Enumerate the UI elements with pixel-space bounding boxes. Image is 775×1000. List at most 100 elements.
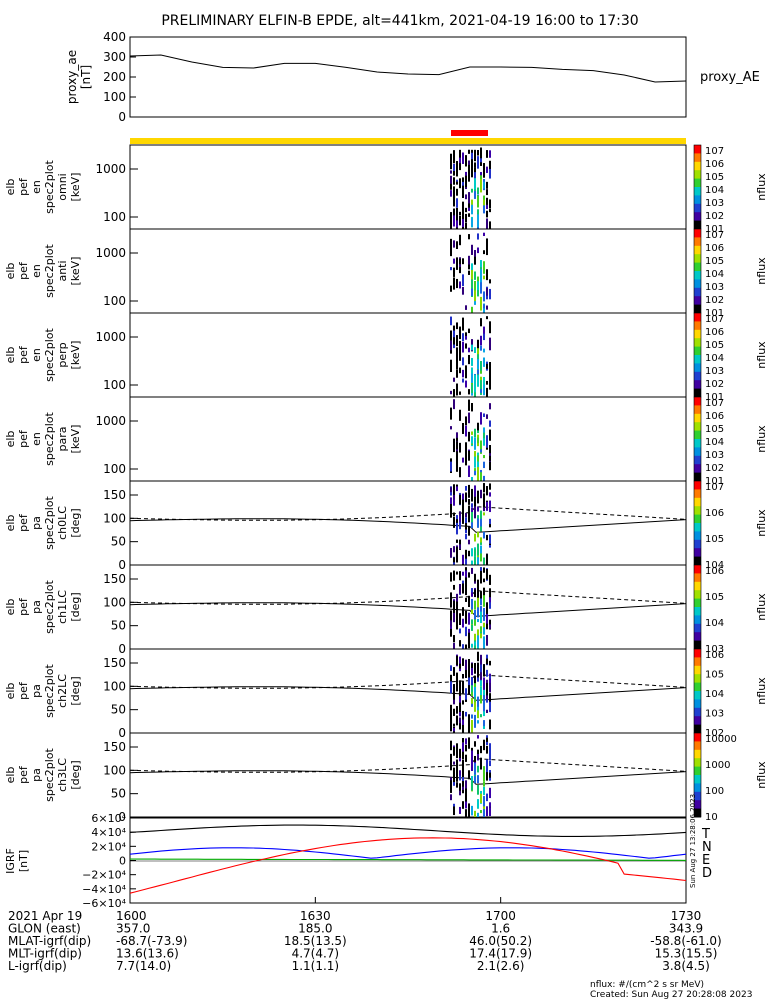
spectrogram-cell bbox=[453, 177, 455, 185]
colorbar-tick-label: 104 bbox=[705, 437, 724, 448]
spectrogram-cell bbox=[474, 675, 476, 684]
colorbar-segment bbox=[694, 691, 701, 700]
spectrogram-cell bbox=[468, 721, 470, 733]
spectrogram-cell bbox=[468, 595, 470, 608]
spectrogram-cell bbox=[468, 745, 470, 749]
spectrogram-panel-omni: elb pef en spec2plot omni [keV]10010001011021… bbox=[4, 144, 768, 235]
spectrogram-cell bbox=[483, 438, 485, 446]
spectrogram-cell bbox=[480, 810, 482, 814]
proxy-ae-frame bbox=[129, 36, 687, 118]
spectrogram-cell bbox=[477, 187, 479, 193]
spectrogram-cell bbox=[450, 674, 452, 682]
spectrogram-ytick-label: 50 bbox=[111, 619, 126, 633]
spectrogram-cell bbox=[474, 456, 476, 468]
colorbar-segment bbox=[694, 665, 701, 675]
colorbar-segment bbox=[694, 296, 701, 306]
spectrogram-cell bbox=[471, 643, 473, 648]
spectrogram-cell bbox=[468, 200, 470, 208]
colorbar-segment bbox=[694, 808, 701, 818]
spectrogram-cell bbox=[483, 707, 485, 715]
colorbar-segment bbox=[694, 313, 701, 322]
spectrogram-cell bbox=[453, 696, 455, 705]
spectrogram-cell bbox=[468, 660, 470, 672]
spectrogram-cell bbox=[450, 170, 452, 174]
spectrogram-cell bbox=[474, 149, 476, 162]
spectrogram-cell bbox=[480, 606, 482, 612]
spectrogram-cell bbox=[489, 199, 491, 209]
spectrogram-cell bbox=[486, 181, 488, 189]
spectrogram-cell bbox=[462, 218, 464, 228]
spectrogram-cell bbox=[483, 607, 485, 621]
colorbar-segment bbox=[694, 245, 701, 255]
spectrogram-cell bbox=[477, 765, 479, 773]
spectrogram-cell bbox=[471, 204, 473, 215]
spectrogram-cell bbox=[480, 175, 482, 181]
colorbar-segment bbox=[694, 388, 701, 398]
spectrogram-cell bbox=[453, 746, 455, 756]
spectrogram-cell bbox=[483, 578, 485, 583]
spectrogram-cell bbox=[471, 436, 473, 444]
spectrogram-cell bbox=[477, 209, 479, 220]
spectrogram-cell bbox=[456, 678, 458, 684]
spectrogram-cell bbox=[465, 798, 467, 809]
spectrogram-cell bbox=[450, 599, 452, 608]
spectrogram-ytick-label: 0 bbox=[118, 558, 126, 572]
spectrogram-cell bbox=[468, 431, 470, 442]
spectrogram-cell bbox=[474, 741, 476, 747]
spectrogram-cell bbox=[462, 769, 464, 778]
spectrogram-cell bbox=[489, 602, 491, 609]
colorbar-segment bbox=[694, 464, 701, 474]
spectrogram-ytick-label: 150 bbox=[103, 488, 126, 502]
spectrogram-panel-ch0lc: elb pef pa spec2plot ch0LC [deg]0501001501041… bbox=[4, 480, 768, 572]
spectrogram-cell bbox=[483, 720, 485, 727]
spectrogram-burst bbox=[450, 735, 491, 817]
spectrogram-cell bbox=[450, 704, 452, 712]
spectrogram-cell bbox=[456, 672, 458, 684]
spectrogram-cell bbox=[462, 317, 464, 331]
igrf-ylabel-line: [nT] bbox=[17, 850, 30, 872]
spectrogram-cell bbox=[489, 483, 491, 490]
spectrogram-cell bbox=[474, 374, 476, 388]
spectrogram-cell bbox=[456, 188, 458, 196]
spectrogram-cell bbox=[489, 221, 491, 229]
spectrogram-cell bbox=[450, 212, 452, 220]
spectrogram-cell bbox=[480, 524, 482, 532]
spectrogram-cell bbox=[456, 525, 458, 535]
plot-title: PRELIMINARY ELFIN-B EPDE, alt=441km, 202… bbox=[161, 13, 638, 29]
loss-cone-line bbox=[129, 518, 687, 533]
spectrogram-cell bbox=[456, 437, 458, 442]
spectrogram-frame bbox=[129, 312, 687, 398]
spectrogram-panel-anti: elb pef en spec2plot anti [keV]10010001011021… bbox=[4, 228, 768, 319]
spectrogram-cell bbox=[462, 554, 464, 564]
spectrogram-cell bbox=[480, 598, 482, 606]
spectrogram-cell bbox=[471, 548, 473, 557]
spectrogram-cell bbox=[453, 761, 455, 765]
spectrogram-cell bbox=[474, 573, 476, 582]
spectrogram-cell bbox=[471, 588, 473, 593]
spectrogram-cell bbox=[450, 497, 452, 504]
x-row-value: 1730 bbox=[671, 909, 702, 923]
colorbar-tick-label: 104 bbox=[705, 560, 724, 571]
spectrogram-ytick-label: 100 bbox=[103, 294, 126, 308]
spectrogram-cell bbox=[465, 158, 467, 167]
spectrogram-cell bbox=[471, 188, 473, 193]
spectrogram-cell bbox=[489, 322, 491, 333]
anti-loss-cone-line bbox=[129, 758, 687, 773]
spectrogram-cell bbox=[480, 759, 482, 770]
spectrogram-cell bbox=[459, 178, 461, 189]
spectrogram-cell bbox=[489, 160, 491, 169]
spectrogram-cell bbox=[474, 641, 476, 646]
spectrogram-panel-ch2lc: elb pef pa spec2plot ch2LC [deg]0501001501021… bbox=[4, 648, 768, 740]
spectrogram-cell bbox=[477, 543, 479, 556]
colorbar-segment bbox=[694, 355, 701, 364]
spectrogram-cell bbox=[468, 740, 470, 747]
spectrogram-cell bbox=[462, 274, 464, 287]
spectrogram-cell bbox=[468, 328, 470, 334]
spectrogram-cell bbox=[450, 572, 452, 581]
spectrogram-cell bbox=[459, 722, 461, 730]
spectrogram-cell bbox=[459, 691, 461, 704]
colorbar-segment bbox=[694, 556, 701, 566]
colorbar-segment bbox=[694, 741, 701, 751]
colorbar-segment bbox=[694, 590, 701, 600]
spectrogram-cell bbox=[480, 518, 482, 527]
